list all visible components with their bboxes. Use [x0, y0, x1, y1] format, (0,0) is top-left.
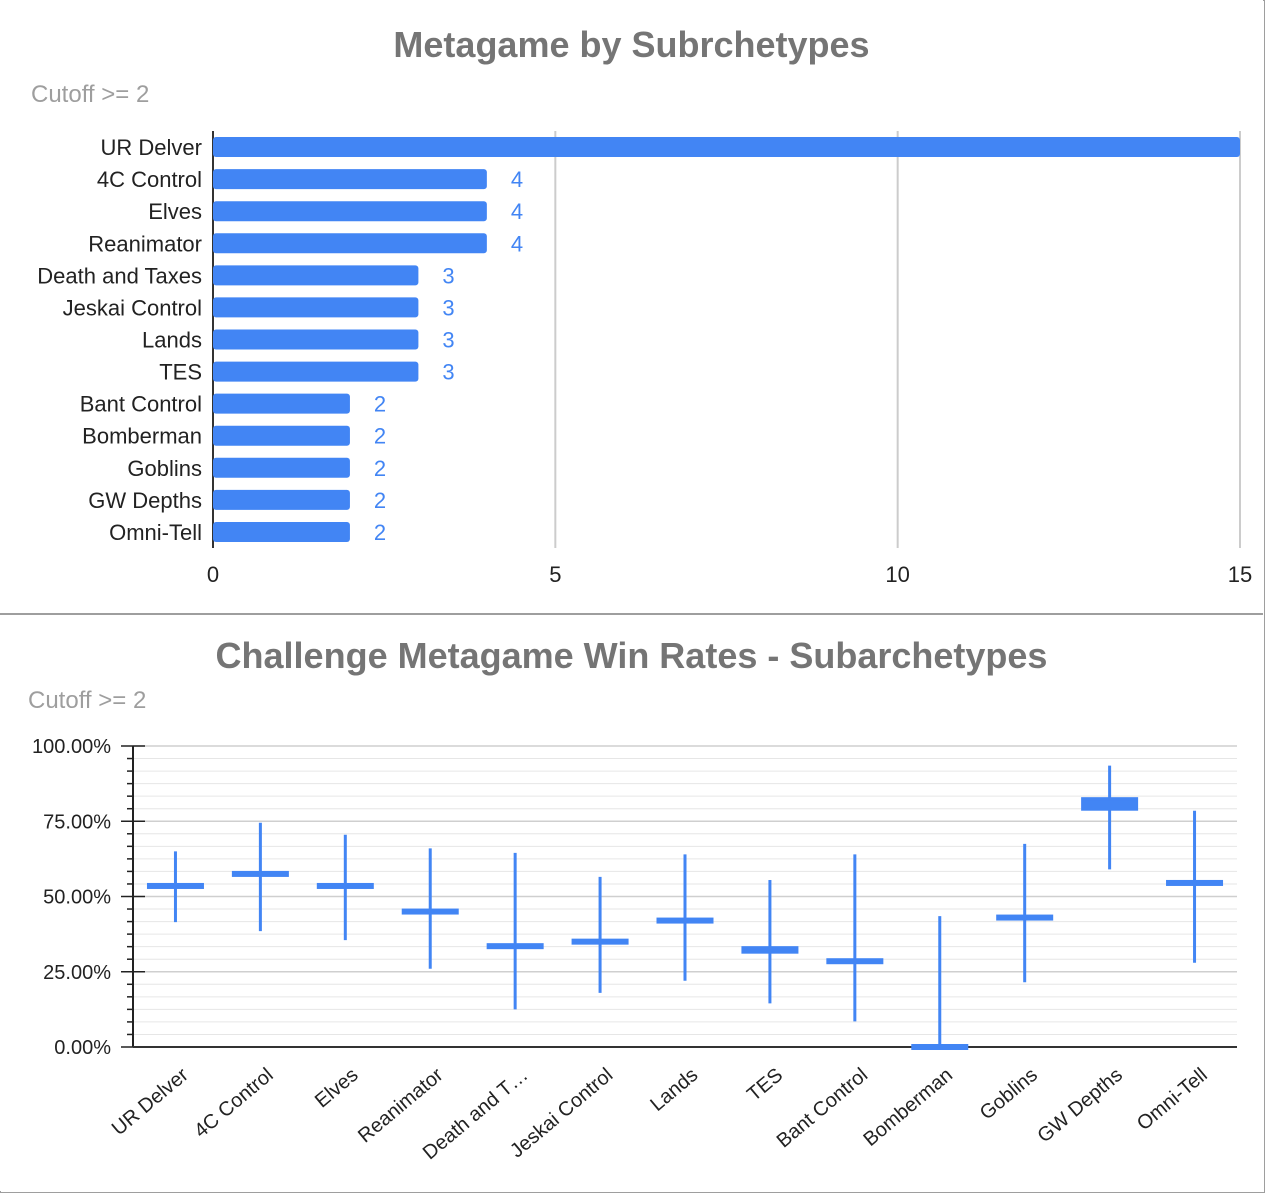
- bar-category-label: Lands: [142, 328, 202, 353]
- winrate-candlestick-chart-panel: Challenge Metagame Win Rates - Subarchet…: [0, 615, 1263, 1191]
- candle-category-label: Lands: [646, 1064, 702, 1116]
- bar-data-label: 3: [442, 295, 454, 320]
- candlestick-chart-title: Challenge Metagame Win Rates - Subarchet…: [215, 635, 1048, 676]
- bar-category-label: TES: [159, 360, 202, 385]
- candle-category-label: UR Delver: [108, 1064, 193, 1140]
- bar-category-label: UR Delver: [101, 135, 202, 160]
- bar-chart-subtitle: Cutoff >= 2: [31, 81, 150, 108]
- bar-chart-plot: 0 5 10 15 UR Delver 4C Control 4 Elves 4 Reanimat…: [37, 131, 1252, 587]
- bar-category-label: 4C Control: [97, 167, 202, 192]
- candle-category-label: Elves: [311, 1064, 363, 1112]
- candle-body: [656, 917, 714, 924]
- candle-y-tick-label: 0.00%: [54, 1037, 111, 1059]
- bar: [213, 201, 487, 222]
- candle-category-label: Bomberman: [859, 1064, 957, 1151]
- candle-body: [401, 908, 459, 915]
- candle-category-label: Bant Control: [773, 1064, 872, 1152]
- bar: [213, 521, 350, 542]
- bar: [213, 489, 350, 510]
- bar-data-label: 3: [442, 328, 454, 353]
- candle-body: [741, 946, 799, 954]
- bar-category-label: Death and Taxes: [37, 263, 202, 288]
- bar: [213, 329, 419, 350]
- candle-body: [1166, 879, 1224, 886]
- bar-category-label: GW Depths: [88, 488, 202, 513]
- candle-y-tick-label: 50.00%: [43, 887, 111, 909]
- bar-category-label: Bant Control: [80, 392, 202, 417]
- bar-category-label: Jeskai Control: [63, 295, 202, 320]
- candle-y-tick-label: 25.00%: [43, 962, 111, 984]
- bar-x-tick-label: 0: [207, 562, 219, 587]
- candle-body: [911, 1044, 969, 1050]
- bar: [213, 425, 350, 446]
- candle-category-label: Omni-Tell: [1133, 1064, 1212, 1135]
- bar-chart-title: Metagame by Subrchetypes: [393, 24, 870, 65]
- candle-y-tick-label: 100.00%: [32, 736, 111, 758]
- bar-data-label: 2: [374, 488, 386, 513]
- bar-data-label: 4: [511, 199, 523, 224]
- bar-category-label: Elves: [148, 199, 202, 224]
- bar: [213, 169, 487, 190]
- candle-body: [996, 914, 1054, 921]
- bar-category-label: Reanimator: [88, 231, 202, 256]
- bar-category-label: Omni-Tell: [109, 520, 202, 545]
- bar-category-label: Bomberman: [82, 424, 202, 449]
- panel-divider: [0, 613, 1263, 615]
- bar-data-label: 4: [511, 167, 523, 192]
- candle-body: [1081, 797, 1139, 811]
- candle-body: [571, 938, 629, 945]
- bar-category-label: Goblins: [127, 456, 202, 481]
- candlestick-chart-plot: 0.00% 25.00% 50.00% 75.00% 100.00% UR Delver4…: [32, 736, 1237, 1164]
- candle-body: [826, 958, 884, 965]
- bar-data-label: 4: [511, 231, 523, 256]
- bar-x-tick-label: 15: [1228, 562, 1252, 587]
- bar-data-label: 3: [442, 360, 454, 385]
- bar-x-tick-label: 10: [885, 562, 909, 587]
- candle-category-label: Goblins: [976, 1064, 1042, 1124]
- bar: [213, 393, 350, 414]
- candle-y-tick-label: 75.00%: [43, 811, 111, 833]
- candle-body: [486, 943, 544, 950]
- candle-body: [231, 870, 289, 877]
- bar: [213, 457, 350, 478]
- candle-body: [146, 882, 204, 889]
- bar: [213, 265, 419, 286]
- candle-body: [316, 882, 374, 889]
- bar-data-label: 3: [442, 263, 454, 288]
- bar: [213, 297, 419, 318]
- bar-data-label: 2: [374, 392, 386, 417]
- bar-data-label: 2: [374, 456, 386, 481]
- bar-data-label: 2: [374, 520, 386, 545]
- bar: [213, 233, 487, 254]
- bar-data-label: 2: [374, 424, 386, 449]
- bar: [213, 137, 1240, 158]
- candlestick-chart-subtitle: Cutoff >= 2: [28, 687, 147, 714]
- candle-category-label: 4C Control: [190, 1064, 277, 1142]
- candle-category-label: GW Depths: [1034, 1064, 1127, 1147]
- bar: [213, 361, 419, 382]
- bar-x-tick-label: 5: [549, 562, 561, 587]
- metagame-bar-chart-panel: Metagame by Subrchetypes Cutoff >= 2 0 5 1…: [31, 24, 1253, 587]
- candle-category-label: TES: [743, 1064, 787, 1106]
